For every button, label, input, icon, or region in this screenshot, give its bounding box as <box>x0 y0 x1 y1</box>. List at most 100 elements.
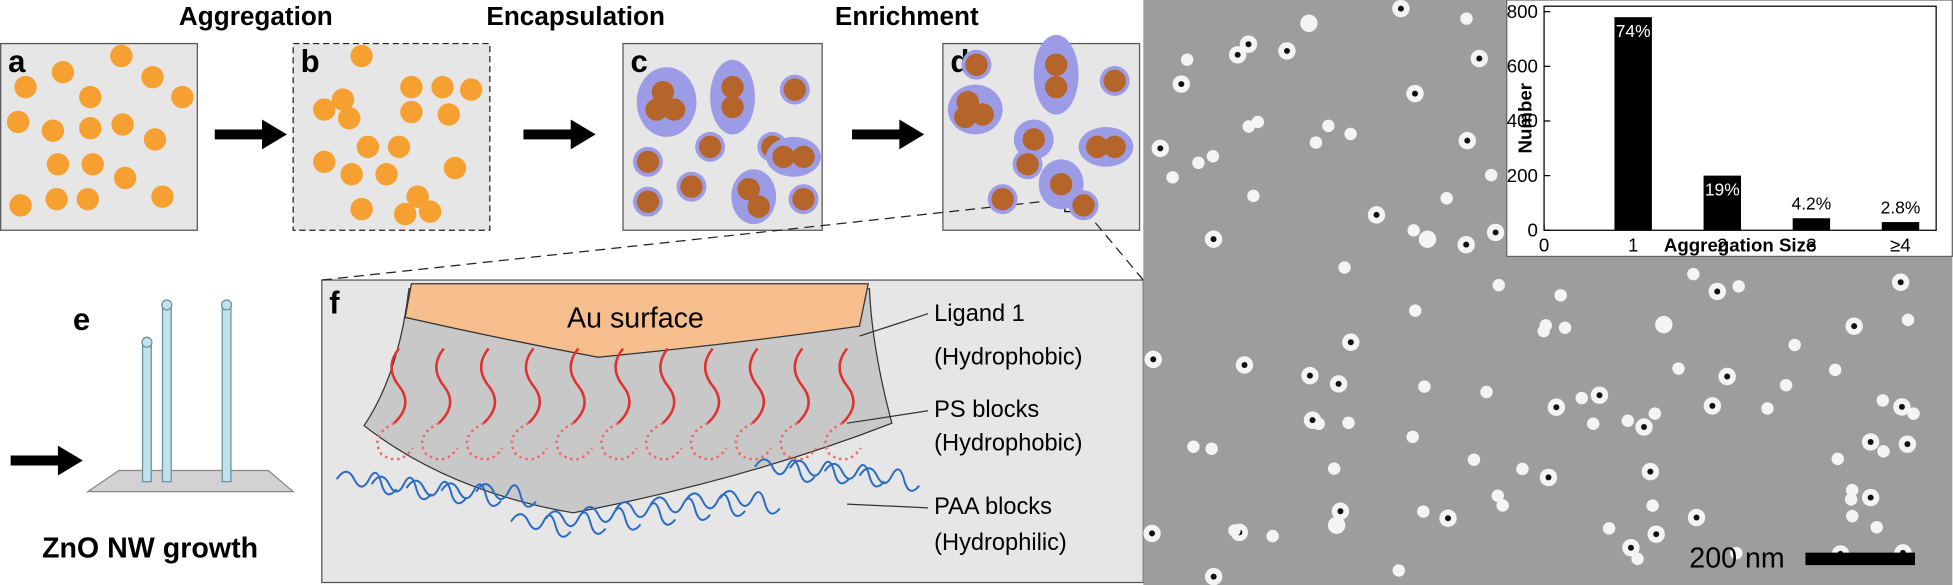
paa-block <box>579 506 642 531</box>
core <box>636 150 660 174</box>
particle-core <box>1210 236 1217 243</box>
core <box>636 190 660 213</box>
core <box>965 53 988 76</box>
paa-block <box>858 467 921 492</box>
annotation: PS blocks <box>934 397 1039 423</box>
particle <box>393 202 417 226</box>
core <box>645 98 668 121</box>
particle <box>1876 394 1890 407</box>
ligand <box>748 347 765 425</box>
ps-block <box>824 422 862 461</box>
particle <box>1621 414 1635 427</box>
particle <box>387 135 411 159</box>
ps-block <box>779 422 817 461</box>
leaders <box>846 313 929 509</box>
particle <box>1631 552 1644 566</box>
particle-core <box>1337 508 1344 515</box>
particle <box>1480 385 1493 399</box>
particle <box>1418 380 1431 393</box>
y-axis-label: Number <box>1515 83 1536 153</box>
particle <box>81 153 104 176</box>
particle <box>1205 442 1218 455</box>
core <box>662 98 686 121</box>
particle-core <box>1397 5 1404 12</box>
core <box>971 103 994 126</box>
particle <box>1761 402 1774 415</box>
particle-core <box>1641 424 1647 430</box>
particle-core <box>1476 55 1483 62</box>
particle <box>79 117 102 140</box>
scale-bar <box>1805 552 1915 566</box>
panel-label: a <box>8 44 26 79</box>
arrows <box>10 119 925 476</box>
particle <box>9 194 32 217</box>
core <box>680 175 703 198</box>
particle <box>1907 407 1920 420</box>
particle <box>1484 168 1498 182</box>
paa-block <box>614 501 677 526</box>
heading: Aggregation <box>179 1 333 31</box>
particle <box>1687 267 1700 281</box>
particle <box>1554 289 1567 302</box>
particle <box>350 44 373 68</box>
bar <box>1881 222 1920 231</box>
particle <box>79 85 102 109</box>
particle <box>340 163 363 186</box>
paa-block <box>754 458 816 483</box>
particle <box>1496 499 1509 512</box>
particle <box>110 44 133 68</box>
particle-core <box>1150 356 1157 363</box>
particle-core <box>1210 573 1217 580</box>
x-tick-label: 0 <box>1539 234 1549 255</box>
particle <box>1327 516 1346 534</box>
particle-core <box>1241 361 1248 368</box>
particle <box>1877 445 1890 458</box>
particle <box>459 78 483 101</box>
paa-block <box>823 462 886 488</box>
particle-core <box>1309 417 1316 424</box>
paa-block <box>370 475 433 501</box>
particle-core <box>1157 145 1164 152</box>
panel-b <box>292 42 491 231</box>
particle <box>1467 453 1481 466</box>
y-tick-label: 600 <box>1507 56 1538 77</box>
core <box>772 145 795 169</box>
particle <box>356 135 380 159</box>
y-tick-label: 400 <box>1507 110 1538 131</box>
particle <box>418 200 442 223</box>
percent-label: 74% <box>1616 21 1651 41</box>
particle-core <box>1178 81 1185 88</box>
particle <box>1322 119 1335 133</box>
particle <box>1392 564 1405 577</box>
particle <box>1338 261 1351 274</box>
core <box>698 135 722 159</box>
particle <box>1418 230 1437 248</box>
ligand <box>614 347 631 425</box>
particle <box>1779 378 1793 392</box>
particle <box>313 150 336 174</box>
core <box>721 75 744 99</box>
ligand <box>703 347 721 425</box>
particle <box>1870 521 1883 534</box>
particle <box>431 75 454 99</box>
particle <box>1602 522 1616 535</box>
particle-core <box>1596 392 1603 399</box>
particle <box>1587 417 1600 430</box>
polymer <box>335 347 921 538</box>
paa-block <box>545 510 607 535</box>
particle <box>1309 136 1323 149</box>
core <box>954 105 977 129</box>
particle <box>1537 324 1550 338</box>
particle <box>1655 315 1673 334</box>
particle <box>313 98 336 121</box>
ligand <box>479 347 497 425</box>
particle-core <box>1851 323 1858 330</box>
particle <box>1206 149 1220 163</box>
particle <box>1516 462 1529 476</box>
bar <box>1614 17 1652 231</box>
particle-core <box>1245 41 1252 48</box>
heading: Enrichment <box>835 1 979 31</box>
percent-label: 19% <box>1705 180 1740 200</box>
ps-block <box>510 422 549 461</box>
core <box>792 187 815 211</box>
